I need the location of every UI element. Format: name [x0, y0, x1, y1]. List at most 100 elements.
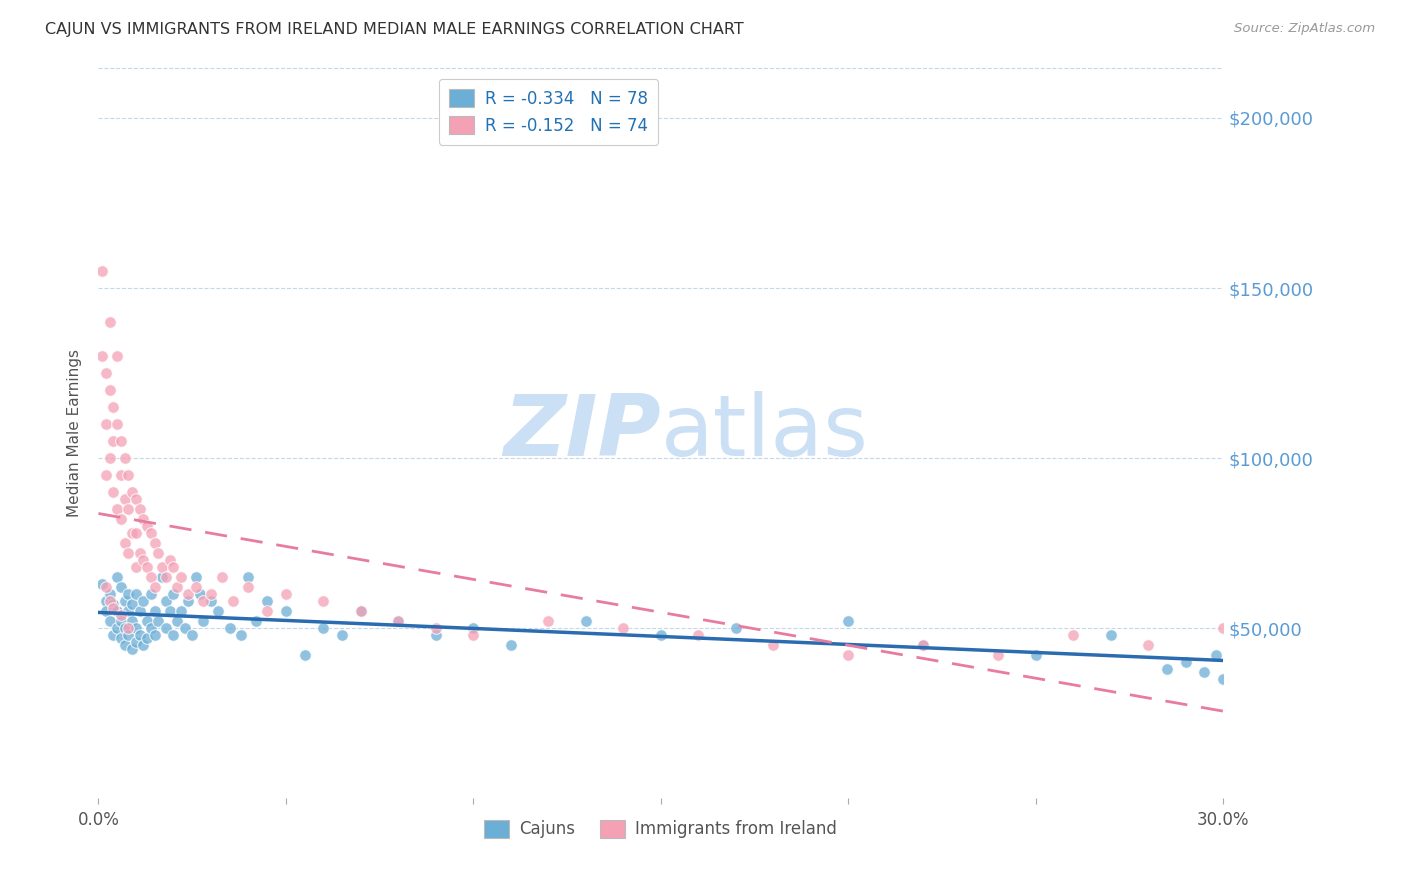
Point: [245, 615, 267, 629]
Point: [103, 400, 125, 414]
Point: [155, 570, 177, 584]
Point: [114, 638, 136, 652]
Point: [121, 485, 143, 500]
Point: [162, 628, 184, 642]
Point: [575, 615, 598, 629]
Point: [103, 598, 125, 612]
Point: [136, 560, 159, 574]
Point: [125, 491, 148, 506]
Point: [177, 587, 200, 601]
Point: [170, 604, 193, 618]
Point: [143, 536, 166, 550]
Point: [1156, 662, 1178, 676]
Point: [103, 628, 125, 642]
Point: [1137, 638, 1160, 652]
Point: [98, 315, 121, 329]
Point: [121, 615, 143, 629]
Point: [425, 621, 447, 635]
Point: [218, 621, 240, 635]
Point: [724, 621, 747, 635]
Point: [1099, 628, 1122, 642]
Point: [110, 468, 132, 483]
Point: [173, 621, 195, 635]
Point: [98, 383, 121, 397]
Point: [105, 604, 128, 618]
Point: [94, 594, 117, 608]
Point: [155, 621, 177, 635]
Point: [148, 546, 170, 560]
Point: [103, 434, 125, 449]
Point: [132, 594, 155, 608]
Point: [188, 587, 211, 601]
Point: [110, 581, 132, 595]
Point: [110, 512, 132, 526]
Point: [294, 648, 316, 663]
Point: [537, 615, 560, 629]
Point: [98, 615, 121, 629]
Text: atlas: atlas: [661, 391, 869, 475]
Point: [125, 635, 148, 649]
Point: [166, 615, 188, 629]
Point: [110, 607, 132, 622]
Point: [105, 502, 128, 516]
Point: [162, 560, 184, 574]
Point: [110, 632, 132, 646]
Point: [98, 451, 121, 466]
Point: [499, 638, 522, 652]
Point: [148, 615, 170, 629]
Point: [159, 553, 181, 567]
Text: CAJUN VS IMMIGRANTS FROM IRELAND MEDIAN MALE EARNINGS CORRELATION CHART: CAJUN VS IMMIGRANTS FROM IRELAND MEDIAN …: [45, 22, 744, 37]
Point: [177, 594, 200, 608]
Point: [91, 349, 114, 363]
Point: [159, 604, 181, 618]
Point: [688, 628, 710, 642]
Point: [98, 594, 121, 608]
Point: [387, 615, 409, 629]
Point: [1062, 628, 1084, 642]
Point: [463, 628, 485, 642]
Point: [139, 526, 162, 541]
Point: [121, 641, 143, 656]
Point: [143, 581, 166, 595]
Point: [98, 587, 121, 601]
Point: [1212, 621, 1234, 635]
Point: [110, 615, 132, 629]
Point: [132, 512, 155, 526]
Point: [170, 570, 193, 584]
Point: [94, 604, 117, 618]
Point: [256, 594, 278, 608]
Point: [312, 594, 335, 608]
Point: [114, 594, 136, 608]
Point: [125, 587, 148, 601]
Point: [238, 570, 260, 584]
Point: [256, 604, 278, 618]
Point: [150, 570, 173, 584]
Point: [94, 581, 117, 595]
Point: [103, 600, 125, 615]
Point: [114, 536, 136, 550]
Point: [612, 621, 634, 635]
Point: [200, 587, 222, 601]
Point: [114, 621, 136, 635]
Point: [105, 570, 128, 584]
Point: [912, 638, 935, 652]
Y-axis label: Median Male Earnings: Median Male Earnings: [67, 349, 83, 516]
Point: [125, 526, 148, 541]
Point: [110, 434, 132, 449]
Point: [91, 264, 114, 278]
Point: [1025, 648, 1047, 663]
Text: ZIP: ZIP: [503, 391, 661, 475]
Point: [121, 598, 143, 612]
Point: [1205, 648, 1227, 663]
Point: [207, 604, 229, 618]
Point: [166, 581, 188, 595]
Point: [837, 648, 859, 663]
Point: [132, 638, 155, 652]
Point: [1174, 655, 1197, 669]
Point: [125, 560, 148, 574]
Point: [350, 604, 373, 618]
Point: [94, 417, 117, 431]
Point: [181, 628, 204, 642]
Point: [162, 587, 184, 601]
Point: [139, 587, 162, 601]
